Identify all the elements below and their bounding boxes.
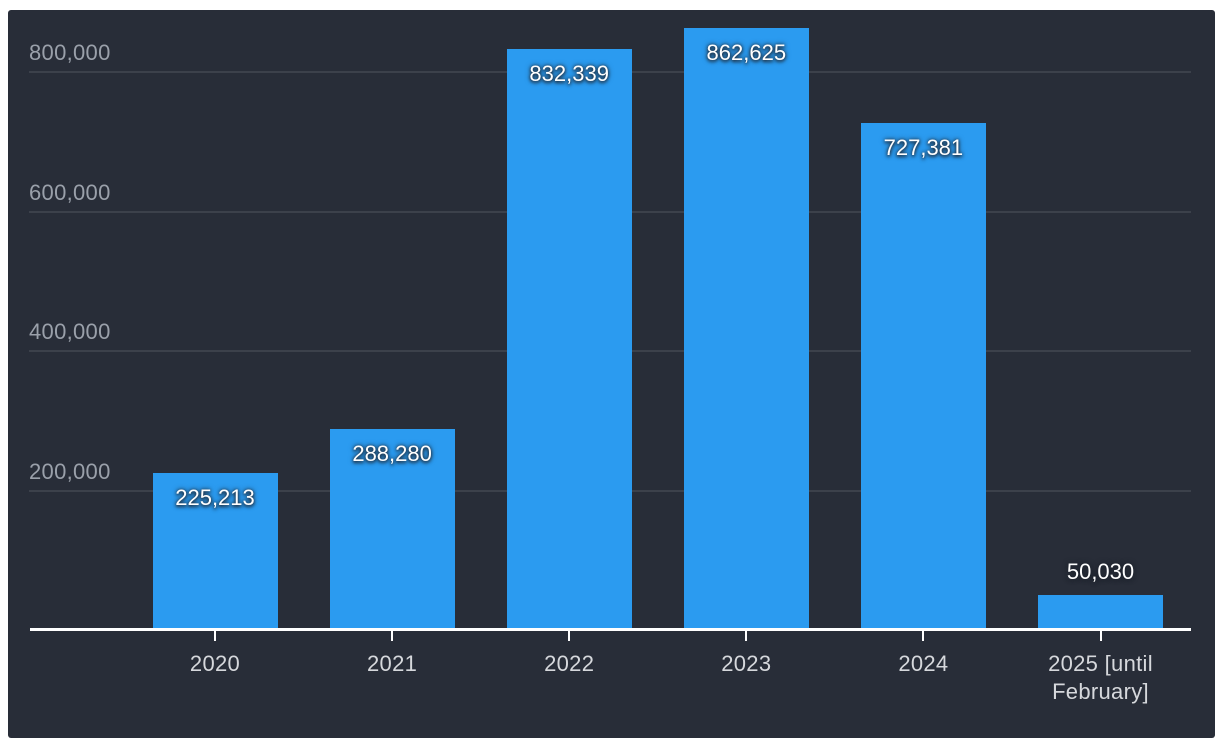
x-axis-tick-label: 2023 bbox=[721, 651, 772, 676]
bar-2024[interactable] bbox=[860, 122, 986, 630]
x-axis-tick bbox=[568, 631, 571, 641]
x-axis-tick bbox=[745, 631, 748, 641]
y-axis-tick-label: 800,000 bbox=[29, 40, 111, 65]
bar-value-label: 288,280 bbox=[352, 440, 432, 466]
bar-value-label: 862,625 bbox=[706, 40, 787, 66]
bar-2021[interactable] bbox=[329, 428, 455, 630]
bar-value-label: 832,339 bbox=[529, 61, 609, 87]
bar-value-label: 225,213 bbox=[175, 484, 255, 510]
x-axis-tick-label: 2020 bbox=[189, 651, 241, 676]
x-axis-tick bbox=[214, 631, 216, 641]
bar-2020[interactable] bbox=[152, 472, 278, 630]
x-axis-tick-label: 2025 [until February] bbox=[1048, 651, 1153, 704]
y-axis-tick-label: 400,000 bbox=[29, 319, 111, 344]
bar-value-label: 50,030 bbox=[1066, 559, 1135, 585]
x-axis-tick bbox=[922, 631, 925, 641]
chart-panel: 200,000 400,000 600,000 800,000 225,213 2020 2… bbox=[8, 10, 1215, 738]
x-axis-tick bbox=[1099, 631, 1102, 641]
y-axis-tick-label: 200,000 bbox=[29, 458, 111, 484]
bar-chart: 200,000 400,000 600,000 800,000 225,213 2020 2… bbox=[8, 10, 1215, 738]
x-axis-tick-label: 2024 bbox=[898, 651, 949, 676]
x-axis-line bbox=[30, 628, 1191, 631]
x-axis-tick bbox=[391, 631, 394, 641]
bar-2023[interactable] bbox=[683, 28, 809, 630]
x-axis-tick-label: 2021 bbox=[367, 651, 418, 676]
bar-2025[interactable] bbox=[1038, 595, 1163, 630]
y-axis-tick-label: 600,000 bbox=[29, 179, 111, 205]
bar-2022[interactable] bbox=[506, 49, 632, 630]
bar-value-label: 727,381 bbox=[883, 134, 964, 160]
x-axis-tick-label: 2022 bbox=[544, 651, 595, 676]
